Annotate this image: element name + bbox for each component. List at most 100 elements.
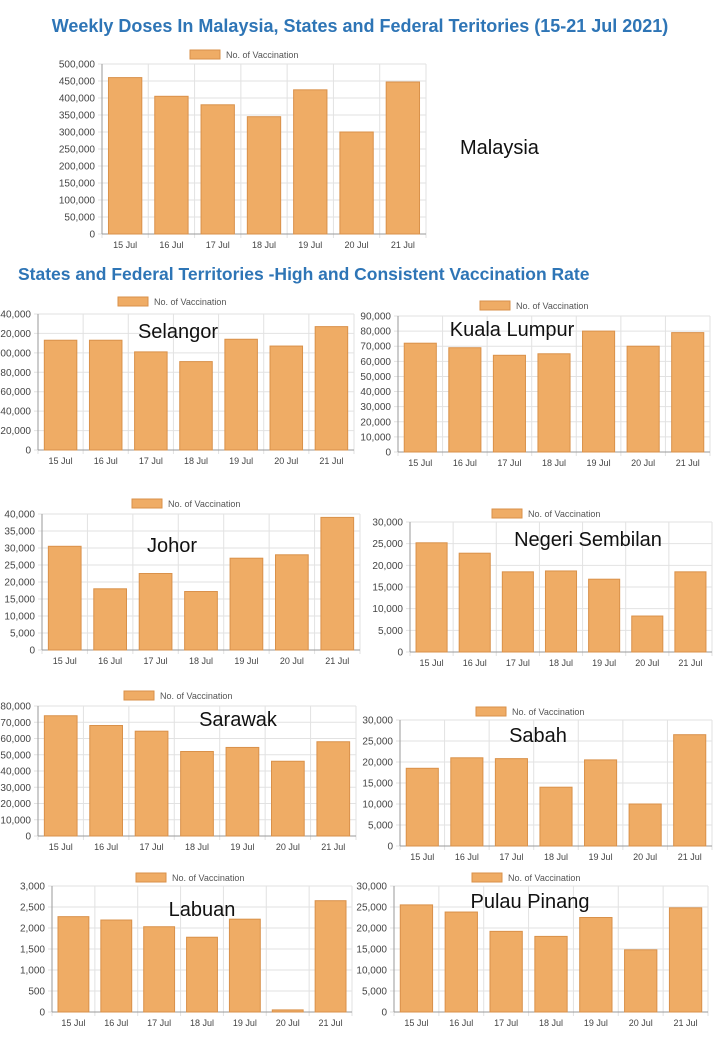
bar-15-jul <box>415 542 448 653</box>
legend-swatch <box>131 498 163 509</box>
bar-16-jul <box>154 95 189 235</box>
y-tick-label: 40,000 <box>4 510 35 521</box>
y-tick-label: 30,000 <box>372 518 403 529</box>
x-tick-label: 19 Jul <box>584 1018 608 1028</box>
x-tick-label: 18 Jul <box>549 658 573 668</box>
x-tick-label: 17 Jul <box>206 240 230 250</box>
x-tick-label: 19 Jul <box>233 1018 257 1028</box>
y-tick-label: 60,000 <box>0 387 31 398</box>
x-tick-label: 15 Jul <box>420 658 444 668</box>
x-tick-label: 15 Jul <box>53 656 77 666</box>
bar-19-jul <box>584 759 618 847</box>
bar-20-jul <box>628 803 662 847</box>
bar-18-jul <box>179 361 213 451</box>
y-tick-label: 15,000 <box>372 583 403 594</box>
legend-swatch <box>189 49 221 60</box>
y-tick-label: 30,000 <box>0 783 31 794</box>
x-tick-label: 18 Jul <box>544 852 568 862</box>
page-title: Weekly Doses In Malaysia, States and Fed… <box>51 16 669 36</box>
y-tick-label: 15,000 <box>356 945 387 956</box>
x-tick-label: 19 Jul <box>229 456 253 466</box>
chart-selangor: 0 20,000 40,000 60,000 80,000 100,000 120,000 1… <box>0 296 355 466</box>
chart-name-label: Johor <box>147 535 197 557</box>
x-tick-label: 20 Jul <box>280 656 304 666</box>
bar-18-jul <box>186 936 218 1013</box>
bar-21-jul <box>314 900 347 1013</box>
x-tick-label: 20 Jul <box>276 1018 300 1028</box>
y-tick-label: 500 <box>28 987 45 998</box>
y-tick-label: 400,000 <box>59 94 96 105</box>
bar-21-jul <box>673 734 707 847</box>
y-tick-label: 500,000 <box>59 60 96 71</box>
y-tick-label: 20,000 <box>4 578 35 589</box>
x-tick-label: 16 Jul <box>104 1018 128 1028</box>
y-tick-label: 50,000 <box>360 372 391 383</box>
y-tick-label: 20,000 <box>360 417 391 428</box>
bar-21-jul <box>316 741 351 837</box>
bar-21-jul <box>314 326 349 451</box>
bar-15-jul <box>43 339 78 451</box>
bar-18-jul <box>180 751 214 837</box>
x-tick-label: 21 Jul <box>678 658 702 668</box>
y-tick-label: 70,000 <box>0 718 31 729</box>
x-tick-label: 18 Jul <box>189 656 213 666</box>
y-tick-label: 40,000 <box>0 407 31 418</box>
bar-20-jul <box>271 1009 304 1013</box>
x-tick-label: 17 Jul <box>139 456 163 466</box>
x-tick-label: 18 Jul <box>542 458 566 468</box>
y-tick-label: 35,000 <box>4 527 35 538</box>
x-tick-label: 15 Jul <box>49 456 73 466</box>
bar-15-jul <box>57 916 90 1013</box>
bar-16-jul <box>89 725 123 837</box>
bar-15-jul <box>405 767 439 847</box>
y-tick-label: 20,000 <box>372 561 403 572</box>
y-tick-label: 30,000 <box>356 882 387 893</box>
chart-name-label: Pulau Pinang <box>471 891 590 913</box>
x-tick-label: 21 Jul <box>325 656 349 666</box>
x-tick-label: 20 Jul <box>635 658 659 668</box>
bar-18-jul <box>246 116 282 235</box>
x-tick-label: 20 Jul <box>633 852 657 862</box>
y-tick-label: 80,000 <box>0 368 31 379</box>
chart-sarawak: 0 10,000 20,000 30,000 40,000 50,000 60,000 70,… <box>0 690 357 852</box>
y-tick-label: 40,000 <box>360 387 391 398</box>
bar-20-jul <box>339 131 374 235</box>
bar-18-jul <box>539 786 573 847</box>
x-tick-label: 20 Jul <box>345 240 369 250</box>
chart-pulau-pinang: 0 5,000 10,000 15,000 20,000 25,000 30,000 15 J… <box>356 872 709 1028</box>
legend-label: No. of Vaccination <box>168 499 240 509</box>
x-tick-label: 17 Jul <box>144 656 168 666</box>
x-tick-label: 15 Jul <box>408 458 432 468</box>
x-tick-label: 16 Jul <box>94 842 118 852</box>
y-tick-label: 15,000 <box>4 595 35 606</box>
bar-19-jul <box>225 746 260 837</box>
legend-swatch <box>491 508 523 519</box>
bar-21-jul <box>668 907 703 1013</box>
y-tick-label: 0 <box>385 448 391 459</box>
y-tick-label: 10,000 <box>362 800 393 811</box>
bar-21-jul <box>674 571 707 653</box>
bar-16-jul <box>88 339 123 451</box>
x-tick-label: 15 Jul <box>410 852 434 862</box>
y-tick-label: 0 <box>25 446 31 457</box>
y-tick-label: 450,000 <box>59 77 96 88</box>
x-tick-label: 21 Jul <box>678 852 702 862</box>
y-tick-label: 25,000 <box>372 539 403 550</box>
x-tick-label: 19 Jul <box>592 658 616 668</box>
y-tick-label: 0 <box>397 648 403 659</box>
x-tick-label: 16 Jul <box>449 1018 473 1028</box>
bar-17-jul <box>143 926 176 1013</box>
bar-16-jul <box>448 347 482 453</box>
bar-19-jul <box>588 578 621 653</box>
y-tick-label: 50,000 <box>0 750 31 761</box>
y-tick-label: 30,000 <box>4 544 35 555</box>
x-tick-label: 19 Jul <box>298 240 322 250</box>
y-tick-label: 100,000 <box>59 196 96 207</box>
x-tick-label: 20 Jul <box>631 458 655 468</box>
chart-kuala-lumpur: 0 10,000 20,000 30,000 40,000 50,000 60,000 70,… <box>360 300 711 468</box>
chart-name-label: Selangor <box>138 321 218 343</box>
x-tick-label: 18 Jul <box>190 1018 214 1028</box>
bar-19-jul <box>224 338 258 451</box>
y-tick-label: 5,000 <box>362 987 387 998</box>
x-tick-label: 21 Jul <box>676 458 700 468</box>
